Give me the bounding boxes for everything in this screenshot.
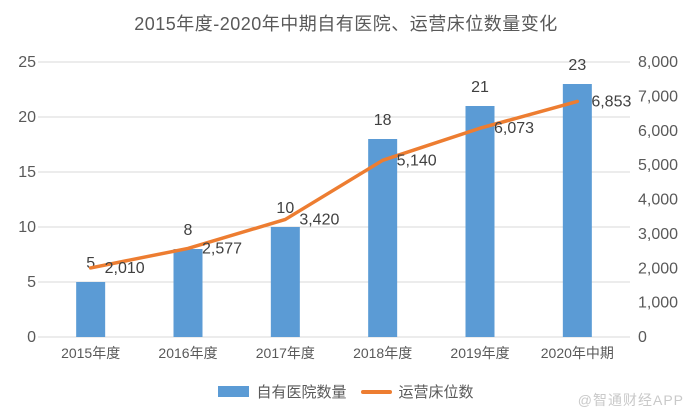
bar [465,106,495,337]
legend: 自有医院数量 运营床位数 [0,381,692,402]
right-axis-tick: 7,000 [638,88,678,105]
legend-item-hospitals: 自有医院数量 [218,381,347,402]
x-axis-label: 2016年度 [158,345,217,361]
right-axis-tick: 6,000 [638,123,678,140]
line-data-label: 2,577 [202,240,242,257]
x-axis-label: 2017年度 [256,345,315,361]
bar-data-label: 18 [374,112,392,129]
bar-data-label: 21 [471,79,489,96]
line-swatch-icon [360,389,392,394]
right-axis-tick: 2,000 [638,260,678,277]
bar [270,227,300,337]
left-axis-tick: 10 [18,219,36,236]
legend-label-beds: 运营床位数 [398,384,474,401]
line-data-label: 6,853 [591,93,631,110]
bar-swatch-icon [218,386,250,397]
left-axis-tick: 25 [18,54,36,71]
x-axis-label: 2018年度 [353,345,412,361]
watermark: @智通财经APP [577,392,684,408]
legend-item-beds: 运营床位数 [360,381,474,402]
bar [368,139,398,337]
bar [562,84,592,337]
right-axis-tick: 1,000 [638,295,678,312]
left-axis-tick: 15 [18,164,36,181]
right-axis-tick: 3,000 [638,226,678,243]
x-axis-label: 2019年度 [450,345,509,361]
left-axis-tick: 20 [18,109,36,126]
line-data-label: 5,140 [397,152,437,169]
line-series [88,99,580,270]
legend-label-hospitals: 自有医院数量 [256,384,347,401]
bar-data-label: 23 [568,57,586,74]
bar-data-label: 10 [276,200,294,217]
right-axis-tick: 0 [638,329,647,346]
bar [173,249,203,337]
right-axis-tick: 5,000 [638,157,678,174]
right-axis-tick: 4,000 [638,192,678,209]
right-axis-tick: 8,000 [638,54,678,71]
line-data-label: 3,420 [299,211,339,228]
bar [76,282,106,337]
bar-data-label: 8 [184,222,193,239]
x-axis-label: 2015年度 [61,345,120,361]
line-data-label: 2,010 [105,260,145,277]
x-axis-label: 2020年中期 [541,345,614,361]
left-axis-tick: 5 [27,274,36,291]
bar-data-label: 5 [86,255,95,272]
chart-title: 2015年度-2020年中期自有医院、运营床位数量变化 [134,14,558,34]
line-data-label: 6,073 [494,120,534,137]
left-axis-tick: 0 [27,329,36,346]
